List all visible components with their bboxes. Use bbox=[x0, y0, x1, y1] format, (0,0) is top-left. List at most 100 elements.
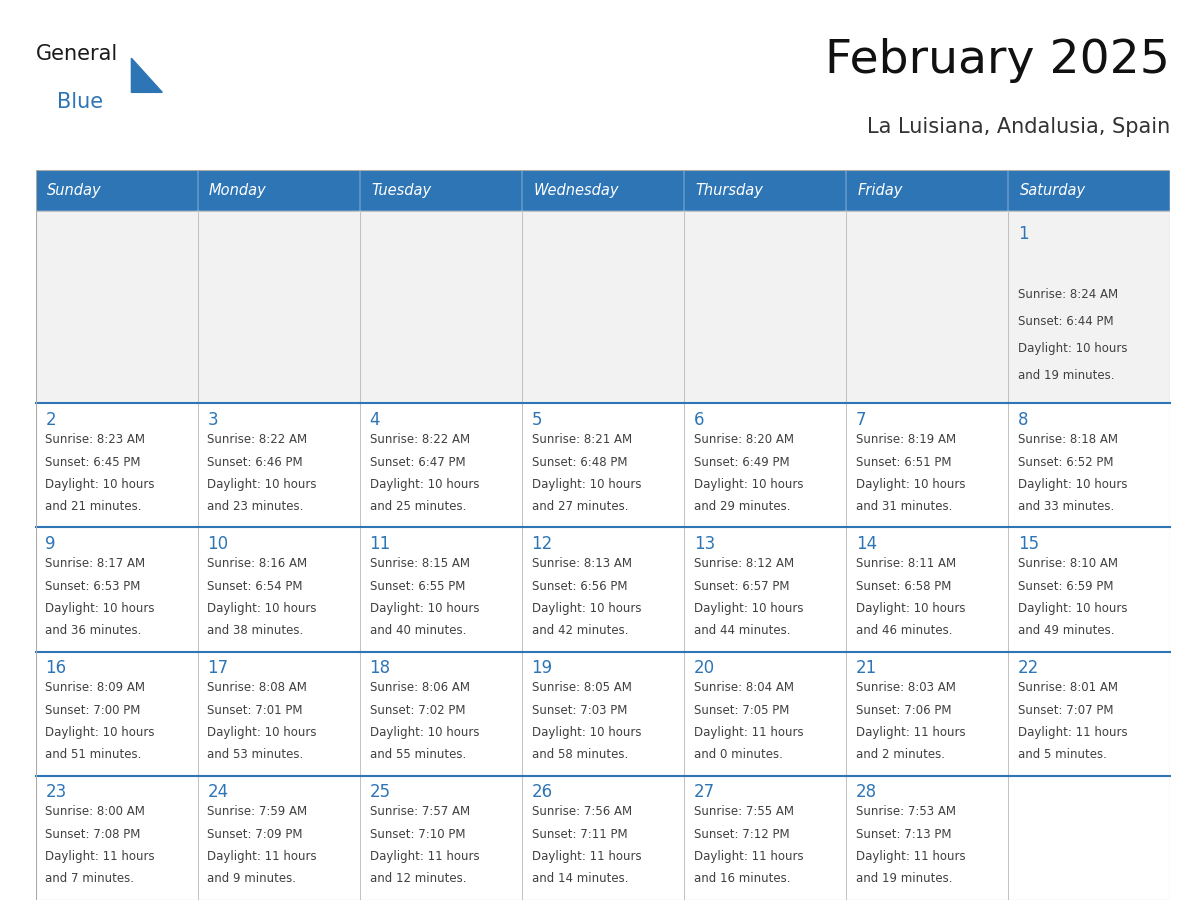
Text: Sunrise: 7:56 AM: Sunrise: 7:56 AM bbox=[531, 805, 632, 818]
Text: and 2 minutes.: and 2 minutes. bbox=[855, 748, 944, 761]
Text: Daylight: 10 hours: Daylight: 10 hours bbox=[531, 602, 642, 615]
Text: Daylight: 11 hours: Daylight: 11 hours bbox=[45, 850, 154, 863]
Text: 13: 13 bbox=[694, 535, 715, 553]
Text: and 19 minutes.: and 19 minutes. bbox=[1018, 369, 1114, 382]
Text: and 19 minutes.: and 19 minutes. bbox=[855, 872, 953, 885]
Text: 3: 3 bbox=[208, 411, 219, 429]
Text: Daylight: 11 hours: Daylight: 11 hours bbox=[208, 850, 317, 863]
Text: and 42 minutes.: and 42 minutes. bbox=[531, 624, 628, 637]
Text: 11: 11 bbox=[369, 535, 391, 553]
Text: Sunset: 7:01 PM: Sunset: 7:01 PM bbox=[208, 703, 303, 717]
Text: 7: 7 bbox=[855, 411, 866, 429]
Text: Daylight: 10 hours: Daylight: 10 hours bbox=[1018, 478, 1127, 491]
Text: Monday: Monday bbox=[209, 183, 267, 198]
Text: and 49 minutes.: and 49 minutes. bbox=[1018, 624, 1114, 637]
Text: Sunrise: 8:15 AM: Sunrise: 8:15 AM bbox=[369, 557, 469, 570]
Text: and 31 minutes.: and 31 minutes. bbox=[855, 500, 952, 513]
Text: Sunset: 7:12 PM: Sunset: 7:12 PM bbox=[694, 828, 789, 841]
Text: Daylight: 11 hours: Daylight: 11 hours bbox=[855, 726, 966, 739]
Text: Sunset: 6:48 PM: Sunset: 6:48 PM bbox=[531, 455, 627, 468]
Text: Daylight: 11 hours: Daylight: 11 hours bbox=[369, 850, 479, 863]
Text: 19: 19 bbox=[531, 659, 552, 677]
Text: Sunday: Sunday bbox=[48, 183, 102, 198]
Text: Sunset: 6:46 PM: Sunset: 6:46 PM bbox=[208, 455, 303, 468]
Text: Wednesday: Wednesday bbox=[533, 183, 619, 198]
Text: and 33 minutes.: and 33 minutes. bbox=[1018, 500, 1114, 513]
Text: 20: 20 bbox=[694, 659, 715, 677]
Text: Sunset: 6:52 PM: Sunset: 6:52 PM bbox=[1018, 455, 1113, 468]
Text: 16: 16 bbox=[45, 659, 67, 677]
Text: Sunrise: 8:09 AM: Sunrise: 8:09 AM bbox=[45, 681, 145, 694]
Text: and 36 minutes.: and 36 minutes. bbox=[45, 624, 141, 637]
Text: Sunset: 6:51 PM: Sunset: 6:51 PM bbox=[855, 455, 952, 468]
Text: Daylight: 10 hours: Daylight: 10 hours bbox=[855, 478, 966, 491]
Text: Sunset: 7:08 PM: Sunset: 7:08 PM bbox=[45, 828, 140, 841]
Text: 8: 8 bbox=[1018, 411, 1029, 429]
Text: Daylight: 10 hours: Daylight: 10 hours bbox=[369, 726, 479, 739]
Text: Daylight: 10 hours: Daylight: 10 hours bbox=[208, 478, 317, 491]
Text: Daylight: 11 hours: Daylight: 11 hours bbox=[694, 850, 803, 863]
Polygon shape bbox=[132, 58, 163, 93]
Text: 1: 1 bbox=[1018, 225, 1029, 242]
Text: Sunset: 6:49 PM: Sunset: 6:49 PM bbox=[694, 455, 789, 468]
Text: Daylight: 10 hours: Daylight: 10 hours bbox=[208, 602, 317, 615]
Text: 15: 15 bbox=[1018, 535, 1040, 553]
Text: Tuesday: Tuesday bbox=[371, 183, 431, 198]
Text: and 25 minutes.: and 25 minutes. bbox=[369, 500, 466, 513]
Text: Daylight: 11 hours: Daylight: 11 hours bbox=[1018, 726, 1127, 739]
Text: and 23 minutes.: and 23 minutes. bbox=[208, 500, 304, 513]
Text: and 12 minutes.: and 12 minutes. bbox=[369, 872, 466, 885]
Text: Blue: Blue bbox=[57, 93, 103, 112]
Text: Daylight: 11 hours: Daylight: 11 hours bbox=[855, 850, 966, 863]
Text: General: General bbox=[36, 44, 118, 64]
Text: Daylight: 10 hours: Daylight: 10 hours bbox=[45, 602, 154, 615]
Text: and 55 minutes.: and 55 minutes. bbox=[369, 748, 466, 761]
Text: 27: 27 bbox=[694, 783, 715, 801]
Text: Sunset: 6:58 PM: Sunset: 6:58 PM bbox=[855, 579, 952, 593]
Text: Sunrise: 8:01 AM: Sunrise: 8:01 AM bbox=[1018, 681, 1118, 694]
Text: Sunset: 6:59 PM: Sunset: 6:59 PM bbox=[1018, 579, 1113, 593]
Text: Sunset: 7:03 PM: Sunset: 7:03 PM bbox=[531, 703, 627, 717]
Text: Sunrise: 8:05 AM: Sunrise: 8:05 AM bbox=[531, 681, 632, 694]
Text: Sunset: 7:13 PM: Sunset: 7:13 PM bbox=[855, 828, 952, 841]
Text: Sunset: 6:57 PM: Sunset: 6:57 PM bbox=[694, 579, 789, 593]
Text: Sunrise: 7:53 AM: Sunrise: 7:53 AM bbox=[855, 805, 956, 818]
Text: and 44 minutes.: and 44 minutes. bbox=[694, 624, 790, 637]
Text: and 5 minutes.: and 5 minutes. bbox=[1018, 748, 1107, 761]
Text: Daylight: 10 hours: Daylight: 10 hours bbox=[369, 602, 479, 615]
Text: Daylight: 10 hours: Daylight: 10 hours bbox=[1018, 341, 1127, 355]
Text: and 16 minutes.: and 16 minutes. bbox=[694, 872, 790, 885]
Text: and 21 minutes.: and 21 minutes. bbox=[45, 500, 141, 513]
Text: and 40 minutes.: and 40 minutes. bbox=[369, 624, 466, 637]
Text: Daylight: 10 hours: Daylight: 10 hours bbox=[531, 478, 642, 491]
Text: Thursday: Thursday bbox=[695, 183, 763, 198]
Text: Sunset: 7:11 PM: Sunset: 7:11 PM bbox=[531, 828, 627, 841]
Text: Sunset: 7:05 PM: Sunset: 7:05 PM bbox=[694, 703, 789, 717]
Text: Sunrise: 8:10 AM: Sunrise: 8:10 AM bbox=[1018, 557, 1118, 570]
Text: Sunrise: 8:21 AM: Sunrise: 8:21 AM bbox=[531, 433, 632, 446]
Text: Daylight: 10 hours: Daylight: 10 hours bbox=[1018, 602, 1127, 615]
Text: Sunset: 6:56 PM: Sunset: 6:56 PM bbox=[531, 579, 627, 593]
Text: Daylight: 10 hours: Daylight: 10 hours bbox=[369, 478, 479, 491]
Text: Sunset: 7:06 PM: Sunset: 7:06 PM bbox=[855, 703, 952, 717]
Text: and 58 minutes.: and 58 minutes. bbox=[531, 748, 627, 761]
Text: Sunset: 6:55 PM: Sunset: 6:55 PM bbox=[369, 579, 465, 593]
Text: 23: 23 bbox=[45, 783, 67, 801]
Text: 6: 6 bbox=[694, 411, 704, 429]
Text: Sunrise: 8:22 AM: Sunrise: 8:22 AM bbox=[369, 433, 469, 446]
Text: La Luisiana, Andalusia, Spain: La Luisiana, Andalusia, Spain bbox=[867, 118, 1170, 138]
Text: 21: 21 bbox=[855, 659, 877, 677]
Text: and 14 minutes.: and 14 minutes. bbox=[531, 872, 628, 885]
Text: Daylight: 10 hours: Daylight: 10 hours bbox=[45, 726, 154, 739]
Text: Saturday: Saturday bbox=[1019, 183, 1086, 198]
Text: Sunrise: 8:18 AM: Sunrise: 8:18 AM bbox=[1018, 433, 1118, 446]
Text: 14: 14 bbox=[855, 535, 877, 553]
Text: Sunrise: 8:20 AM: Sunrise: 8:20 AM bbox=[694, 433, 794, 446]
Text: February 2025: February 2025 bbox=[826, 39, 1170, 84]
Text: 28: 28 bbox=[855, 783, 877, 801]
Text: Sunset: 7:09 PM: Sunset: 7:09 PM bbox=[208, 828, 303, 841]
Text: 2: 2 bbox=[45, 411, 56, 429]
Text: Sunrise: 8:19 AM: Sunrise: 8:19 AM bbox=[855, 433, 956, 446]
Text: and 53 minutes.: and 53 minutes. bbox=[208, 748, 304, 761]
Text: 5: 5 bbox=[531, 411, 542, 429]
